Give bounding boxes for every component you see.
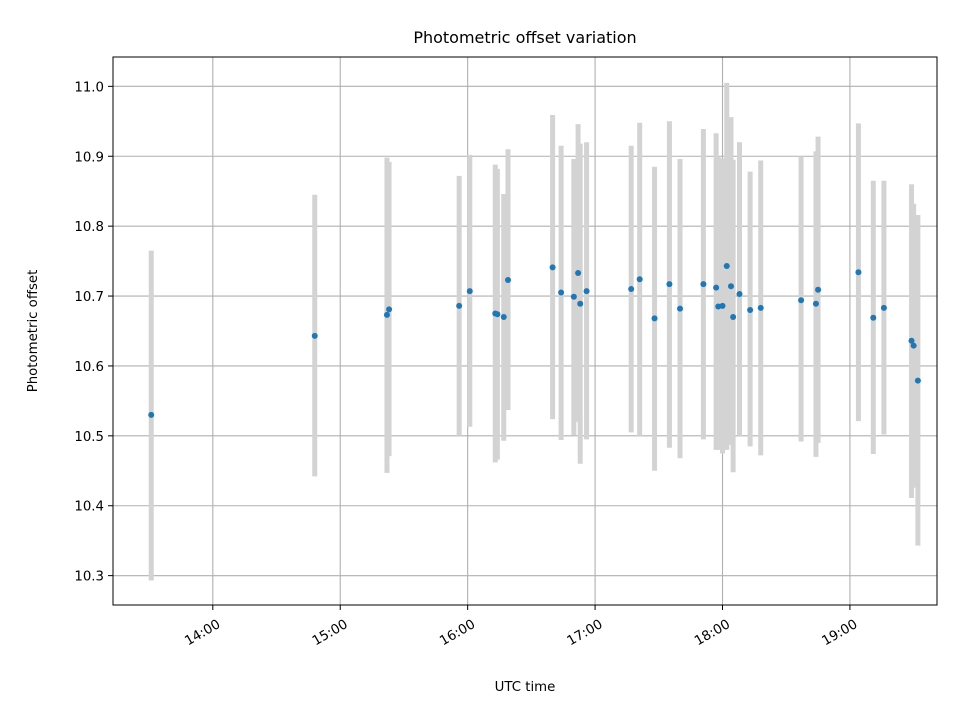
y-tick-label: 10.7: [74, 290, 104, 305]
data-point: [494, 311, 501, 318]
data-point: [757, 304, 764, 311]
data-point: [466, 288, 473, 295]
data-point: [736, 290, 743, 297]
data-point: [651, 315, 658, 322]
data-point: [500, 314, 507, 321]
data-point: [870, 314, 877, 321]
y-tick-label: 10.5: [74, 430, 104, 445]
data-point: [636, 276, 643, 283]
data-point: [549, 264, 556, 271]
y-tick-label: 10.6: [74, 360, 104, 375]
data-point: [713, 284, 720, 291]
y-tick-label: 10.9: [74, 150, 104, 165]
data-point: [575, 269, 582, 276]
data-point: [583, 288, 590, 295]
data-point: [747, 307, 754, 314]
data-point: [730, 314, 737, 321]
data-point: [910, 342, 917, 349]
y-tick-label: 10.4: [74, 500, 104, 515]
data-point: [908, 337, 915, 344]
data-point: [148, 411, 155, 418]
data-point: [719, 302, 726, 309]
y-tick-label: 10.3: [74, 570, 104, 585]
data-point: [558, 289, 565, 296]
y-tick-label: 11.0: [74, 80, 104, 95]
data-point: [855, 269, 862, 276]
data-point: [505, 276, 512, 283]
y-tick-label: 10.8: [74, 220, 104, 235]
y-axis-ticks: 10.3 10.4 10.5 10.6 10.7 10.8 10.9 11.0: [74, 80, 113, 585]
data-point: [815, 286, 822, 293]
plot-frame: [112, 56, 938, 606]
data-point: [386, 306, 393, 313]
data-point: [880, 304, 887, 311]
data-point: [723, 262, 730, 269]
data-point: [728, 283, 734, 290]
data-point: [383, 311, 390, 318]
data-point: [700, 281, 707, 288]
data-point: [666, 281, 673, 288]
data-point: [914, 377, 921, 384]
data-point: [311, 332, 318, 339]
data-points: [148, 262, 921, 418]
x-axis-label: UTC time: [495, 680, 556, 695]
data-point: [577, 300, 584, 307]
data-point: [628, 286, 635, 293]
data-point: [812, 300, 819, 307]
data-point: [570, 293, 577, 300]
y-axis-label: Photometric offset: [26, 270, 41, 393]
chart-title: Photometric offset variation: [413, 28, 636, 47]
data-point: [677, 305, 684, 312]
data-point: [456, 302, 463, 309]
data-point: [798, 297, 805, 304]
